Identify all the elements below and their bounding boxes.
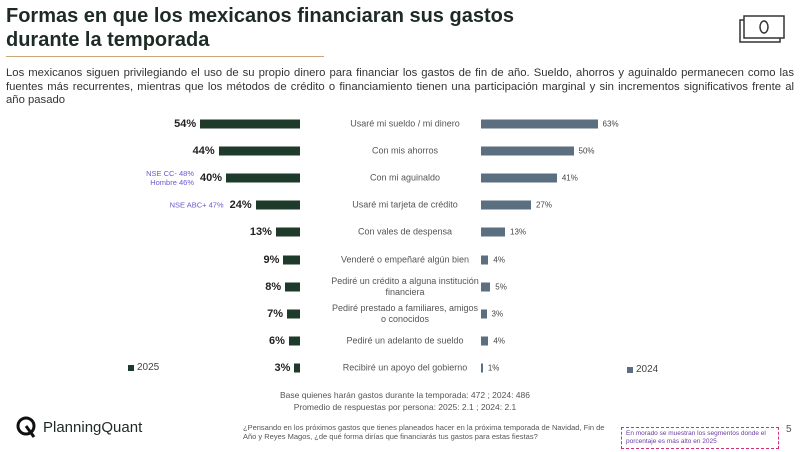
value-label: 13% xyxy=(249,226,272,239)
legend-label: 2025 xyxy=(137,362,160,373)
value-label: 7% xyxy=(267,307,284,320)
bar xyxy=(218,146,300,156)
bar xyxy=(481,255,489,264)
value-label: 44% xyxy=(192,145,215,158)
value-label: 40% xyxy=(199,172,222,185)
value-label: 4% xyxy=(493,255,505,264)
bar xyxy=(481,363,483,373)
value-label: 13% xyxy=(510,227,527,237)
bar xyxy=(287,309,300,319)
title-rule xyxy=(6,56,324,57)
logo-icon xyxy=(16,416,36,438)
category-label: Venderé o empeñaré algún bien xyxy=(340,254,470,264)
annotation: NSE ABC+ 47% xyxy=(170,201,224,210)
category-label: Recibiré un apoyo del gobierno xyxy=(342,362,468,373)
category-label: Con mis ahorros xyxy=(371,145,439,156)
bar xyxy=(481,227,506,237)
value-label: 6% xyxy=(269,334,285,347)
value-label: 54% xyxy=(174,118,197,130)
value-label: 50% xyxy=(578,146,595,156)
bar xyxy=(283,255,300,264)
base-note: Promedio de respuestas por persona: 2025… xyxy=(293,402,517,412)
category-label: Pediré un adelanto de sueldo xyxy=(346,335,464,346)
money-icon xyxy=(739,15,785,43)
value-label: 8% xyxy=(265,280,282,293)
bar xyxy=(481,173,557,183)
value-label: 24% xyxy=(229,199,252,212)
value-label: 3% xyxy=(491,309,504,319)
value-label: 1% xyxy=(487,363,500,373)
category-label: Pediré un crédito a alguna institución f… xyxy=(331,275,479,297)
category-label: Con mi aguinaldo xyxy=(369,172,441,183)
legend-swatch xyxy=(627,366,633,373)
highlight-note: En morado se muestran los segmentos dond… xyxy=(621,427,779,449)
category-label: Pediré prestado a familiares, amigos o c… xyxy=(331,302,479,324)
bar xyxy=(481,282,491,292)
category-label: Usaré mi tarjeta de crédito xyxy=(352,199,458,210)
bar xyxy=(481,200,531,210)
value-label: 3% xyxy=(274,361,291,374)
logo: PlanningQuant xyxy=(15,415,142,439)
value-label: 63% xyxy=(602,119,619,129)
value-label: 27% xyxy=(535,200,552,210)
title: Formas en que los mexicanos financiaran … xyxy=(6,5,514,51)
bar xyxy=(275,227,300,237)
value-label: 4% xyxy=(493,336,505,346)
legend-item: 2024 xyxy=(627,364,658,375)
bar xyxy=(481,119,598,129)
annotation-line: NSE ABC+ 47% xyxy=(169,200,224,210)
category-label: Usaré mi sueldo / mi dinero xyxy=(350,118,460,129)
bar xyxy=(285,282,300,292)
bar xyxy=(481,309,487,319)
value-label: 5% xyxy=(495,282,507,292)
question: ¿Pensando en los próximos gastos que tie… xyxy=(243,423,605,441)
category-label: Con vales de despensa xyxy=(357,226,453,237)
bar xyxy=(481,336,489,346)
annotation-line: Hombre 46% xyxy=(150,178,194,188)
bar xyxy=(226,173,300,183)
legend-swatch xyxy=(128,364,134,371)
value-label: 9% xyxy=(263,253,280,266)
annotation: NSE CC- 48% Hombre 46% xyxy=(146,169,194,187)
bar xyxy=(200,119,300,129)
bar xyxy=(294,363,300,373)
value-label: 41% xyxy=(561,173,578,183)
bar xyxy=(481,146,574,156)
base-note: Base quienes harán gastos durante la tem… xyxy=(280,390,530,400)
legend-item: 2025 xyxy=(128,362,159,373)
description: Los mexicanos siguen privilegiando el us… xyxy=(6,67,794,106)
annotation-line: NSE CC- 48% xyxy=(146,169,194,179)
bar xyxy=(255,200,300,210)
bar xyxy=(288,336,300,346)
logo-text: PlanningQuant xyxy=(43,418,143,436)
page-number: 5 xyxy=(786,424,792,435)
legend-label: 2024 xyxy=(636,364,659,375)
